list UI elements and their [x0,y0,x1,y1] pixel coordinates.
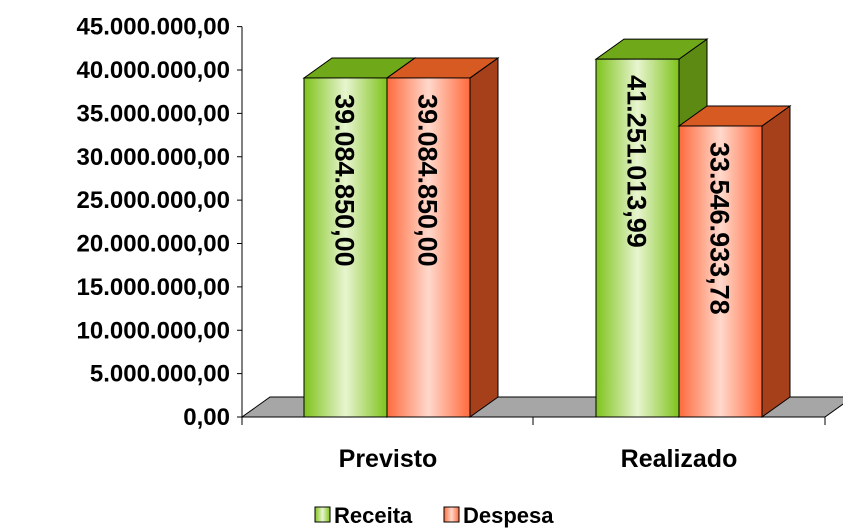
legend-label: Receita [334,503,413,528]
bar-value-label: 41.251.013,99 [622,75,652,248]
bar-side [761,105,791,418]
bar-despesa-realizado [677,105,792,418]
legend-label: Despesa [463,503,554,528]
y-tick-label: 30.000.000,00 [77,144,230,171]
legend-item-receita: Receita [314,503,413,528]
legend-item-despesa: Despesa [443,503,554,528]
y-axis: 0,00 5.000.000,00 10.000.000,00 15.000.000,… [77,14,243,431]
bar-despesa-previsto [385,56,500,418]
bar-value-label: 33.546.933,78 [705,142,735,315]
bar-value-label: 39.084.850,00 [413,94,443,267]
bar-front [595,58,680,418]
y-tick-label: 25.000.000,00 [77,187,230,214]
bar-front [678,125,763,418]
bar-value-label: 39.084.850,00 [330,94,360,267]
bar-front [386,77,471,418]
y-tick-label: 40.000.000,00 [77,57,230,84]
legend-swatch [443,506,460,523]
y-tick-label: 20.000.000,00 [77,231,230,258]
y-tick-label: 10.000.000,00 [77,317,230,344]
y-tick-label: 0,00 [183,404,230,431]
x-axis: Previsto Realizado [241,416,826,473]
x-category-label: Previsto [339,445,438,473]
bar-side [469,56,499,418]
legend: Receita Despesa [314,503,554,528]
y-tick-label: 15.000.000,00 [77,274,230,301]
y-tick-label: 45.000.000,00 [77,14,230,41]
y-tick-label: 35.000.000,00 [77,100,230,127]
y-tick-label: 5.000.000,00 [90,361,230,388]
data-labels: 39.084.850,00 39.084.850,00 41.251.013,99 3… [330,75,735,315]
legend-swatch [314,506,331,523]
x-category-label: Realizado [621,445,738,473]
